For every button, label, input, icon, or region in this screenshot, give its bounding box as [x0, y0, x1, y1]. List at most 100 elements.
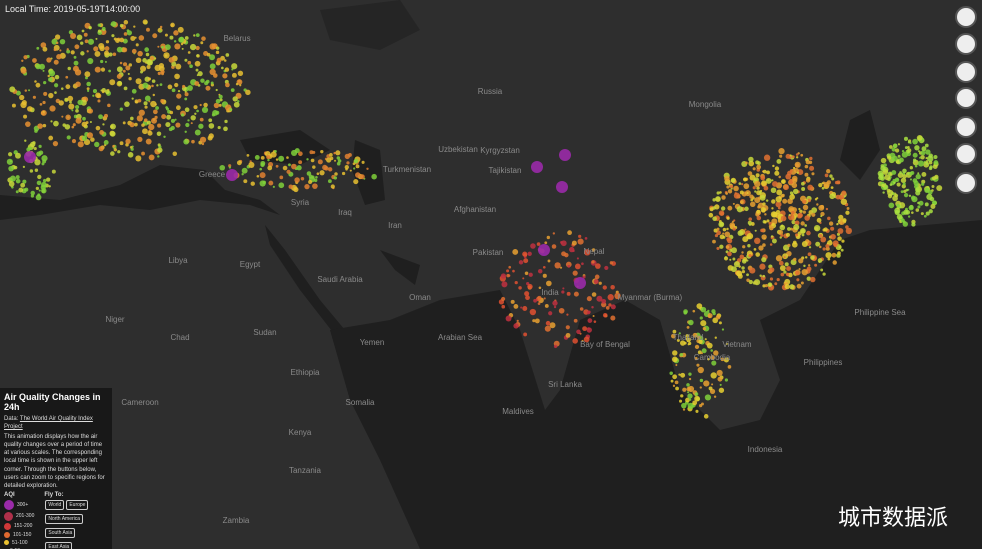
station-dot: [797, 212, 803, 218]
station-dot: [54, 83, 59, 88]
station-dot: [177, 89, 181, 93]
station-dot: [765, 199, 769, 202]
station-dot: [28, 89, 31, 92]
station-dot: [83, 32, 88, 37]
station-dot: [198, 123, 204, 129]
station-dot: [256, 174, 260, 178]
station-dot: [837, 228, 844, 234]
station-dot: [61, 115, 64, 118]
fly-button[interactable]: World: [45, 499, 65, 510]
station-dot: [769, 225, 774, 231]
station-dot: [135, 100, 138, 104]
station-dot: [312, 183, 318, 189]
legend-item: 151-200: [4, 522, 34, 530]
station-dot: [801, 241, 808, 248]
station-dot: [267, 158, 270, 162]
station-dot: [822, 272, 826, 276]
station-dot: [77, 99, 83, 106]
station-dot: [765, 177, 772, 184]
station-dot: [122, 62, 128, 67]
station-dot: [159, 25, 163, 29]
toolbar-button[interactable]: [955, 172, 977, 194]
toolbar-button[interactable]: [955, 87, 977, 109]
station-dot: [125, 65, 131, 71]
station-dot: [908, 194, 912, 197]
station-dot: [514, 280, 518, 285]
source-link[interactable]: The World Air Quality Index Project: [4, 416, 93, 431]
station-dot: [763, 185, 769, 191]
station-dot: [565, 325, 570, 330]
station-dot: [670, 379, 674, 383]
station-dot: [770, 235, 774, 238]
station-dot: [716, 369, 723, 377]
station-dot: [781, 179, 786, 184]
station-dot: [792, 240, 797, 245]
station-dot: [196, 109, 199, 113]
station-dot: [604, 265, 609, 271]
toolbar-button[interactable]: [955, 33, 977, 55]
station-dot: [556, 181, 568, 193]
station-dot: [110, 151, 115, 156]
station-dot: [902, 168, 907, 174]
station-dot: [135, 78, 142, 85]
fly-button[interactable]: East Asia: [45, 541, 73, 549]
station-dot: [248, 161, 255, 168]
station-dot: [754, 180, 761, 188]
station-dot: [317, 159, 323, 165]
station-dot: [213, 102, 220, 109]
station-dot: [671, 333, 676, 339]
station-dot: [793, 188, 799, 195]
fly-button[interactable]: North America: [45, 513, 84, 524]
station-dot: [191, 139, 195, 144]
station-dot: [899, 171, 902, 174]
station-dot: [609, 261, 614, 265]
station-dot: [675, 386, 679, 391]
station-dot: [788, 214, 791, 217]
station-dot: [778, 218, 781, 221]
station-dot: [185, 122, 190, 128]
station-dot: [753, 279, 761, 286]
station-dot: [81, 121, 88, 128]
place-label: Myanmar (Burma): [618, 293, 683, 302]
station-dot: [210, 81, 214, 85]
station-dot: [154, 64, 161, 72]
fly-button[interactable]: South Asia: [45, 527, 76, 538]
station-dot: [355, 172, 361, 178]
station-dot: [48, 135, 54, 141]
station-dot: [156, 84, 159, 87]
station-dot: [586, 296, 592, 302]
station-dot: [161, 45, 164, 49]
station-dot: [520, 306, 523, 309]
station-dot: [771, 238, 777, 244]
station-dot: [163, 52, 170, 59]
place-label: Somalia: [346, 398, 375, 407]
fly-button[interactable]: Europe: [66, 499, 89, 510]
toolbar-button[interactable]: [955, 61, 977, 83]
toolbar-button[interactable]: [955, 6, 977, 28]
station-dot: [733, 261, 740, 268]
station-dot: [105, 40, 110, 44]
station-dot: [127, 152, 134, 158]
station-dot: [187, 51, 191, 54]
station-dot: [894, 210, 900, 216]
station-dot: [109, 79, 116, 86]
station-dot: [157, 123, 162, 128]
place-label: Zambia: [223, 516, 250, 525]
station-dot: [775, 201, 782, 208]
station-dot: [737, 230, 744, 236]
data-prefix: Data:: [4, 416, 19, 422]
station-dot: [741, 183, 744, 186]
station-dot: [573, 318, 578, 323]
station-dot: [783, 270, 787, 274]
toolbar-button[interactable]: [955, 116, 977, 138]
station-dot: [798, 258, 804, 264]
station-dot: [572, 338, 578, 344]
info-panel: Air Quality Changes in 24h Data: The Wor…: [0, 388, 112, 549]
toolbar-button[interactable]: [955, 143, 977, 165]
station-dot: [81, 29, 85, 33]
station-dot: [567, 230, 572, 236]
station-dot: [579, 332, 582, 335]
station-dot: [683, 310, 688, 315]
